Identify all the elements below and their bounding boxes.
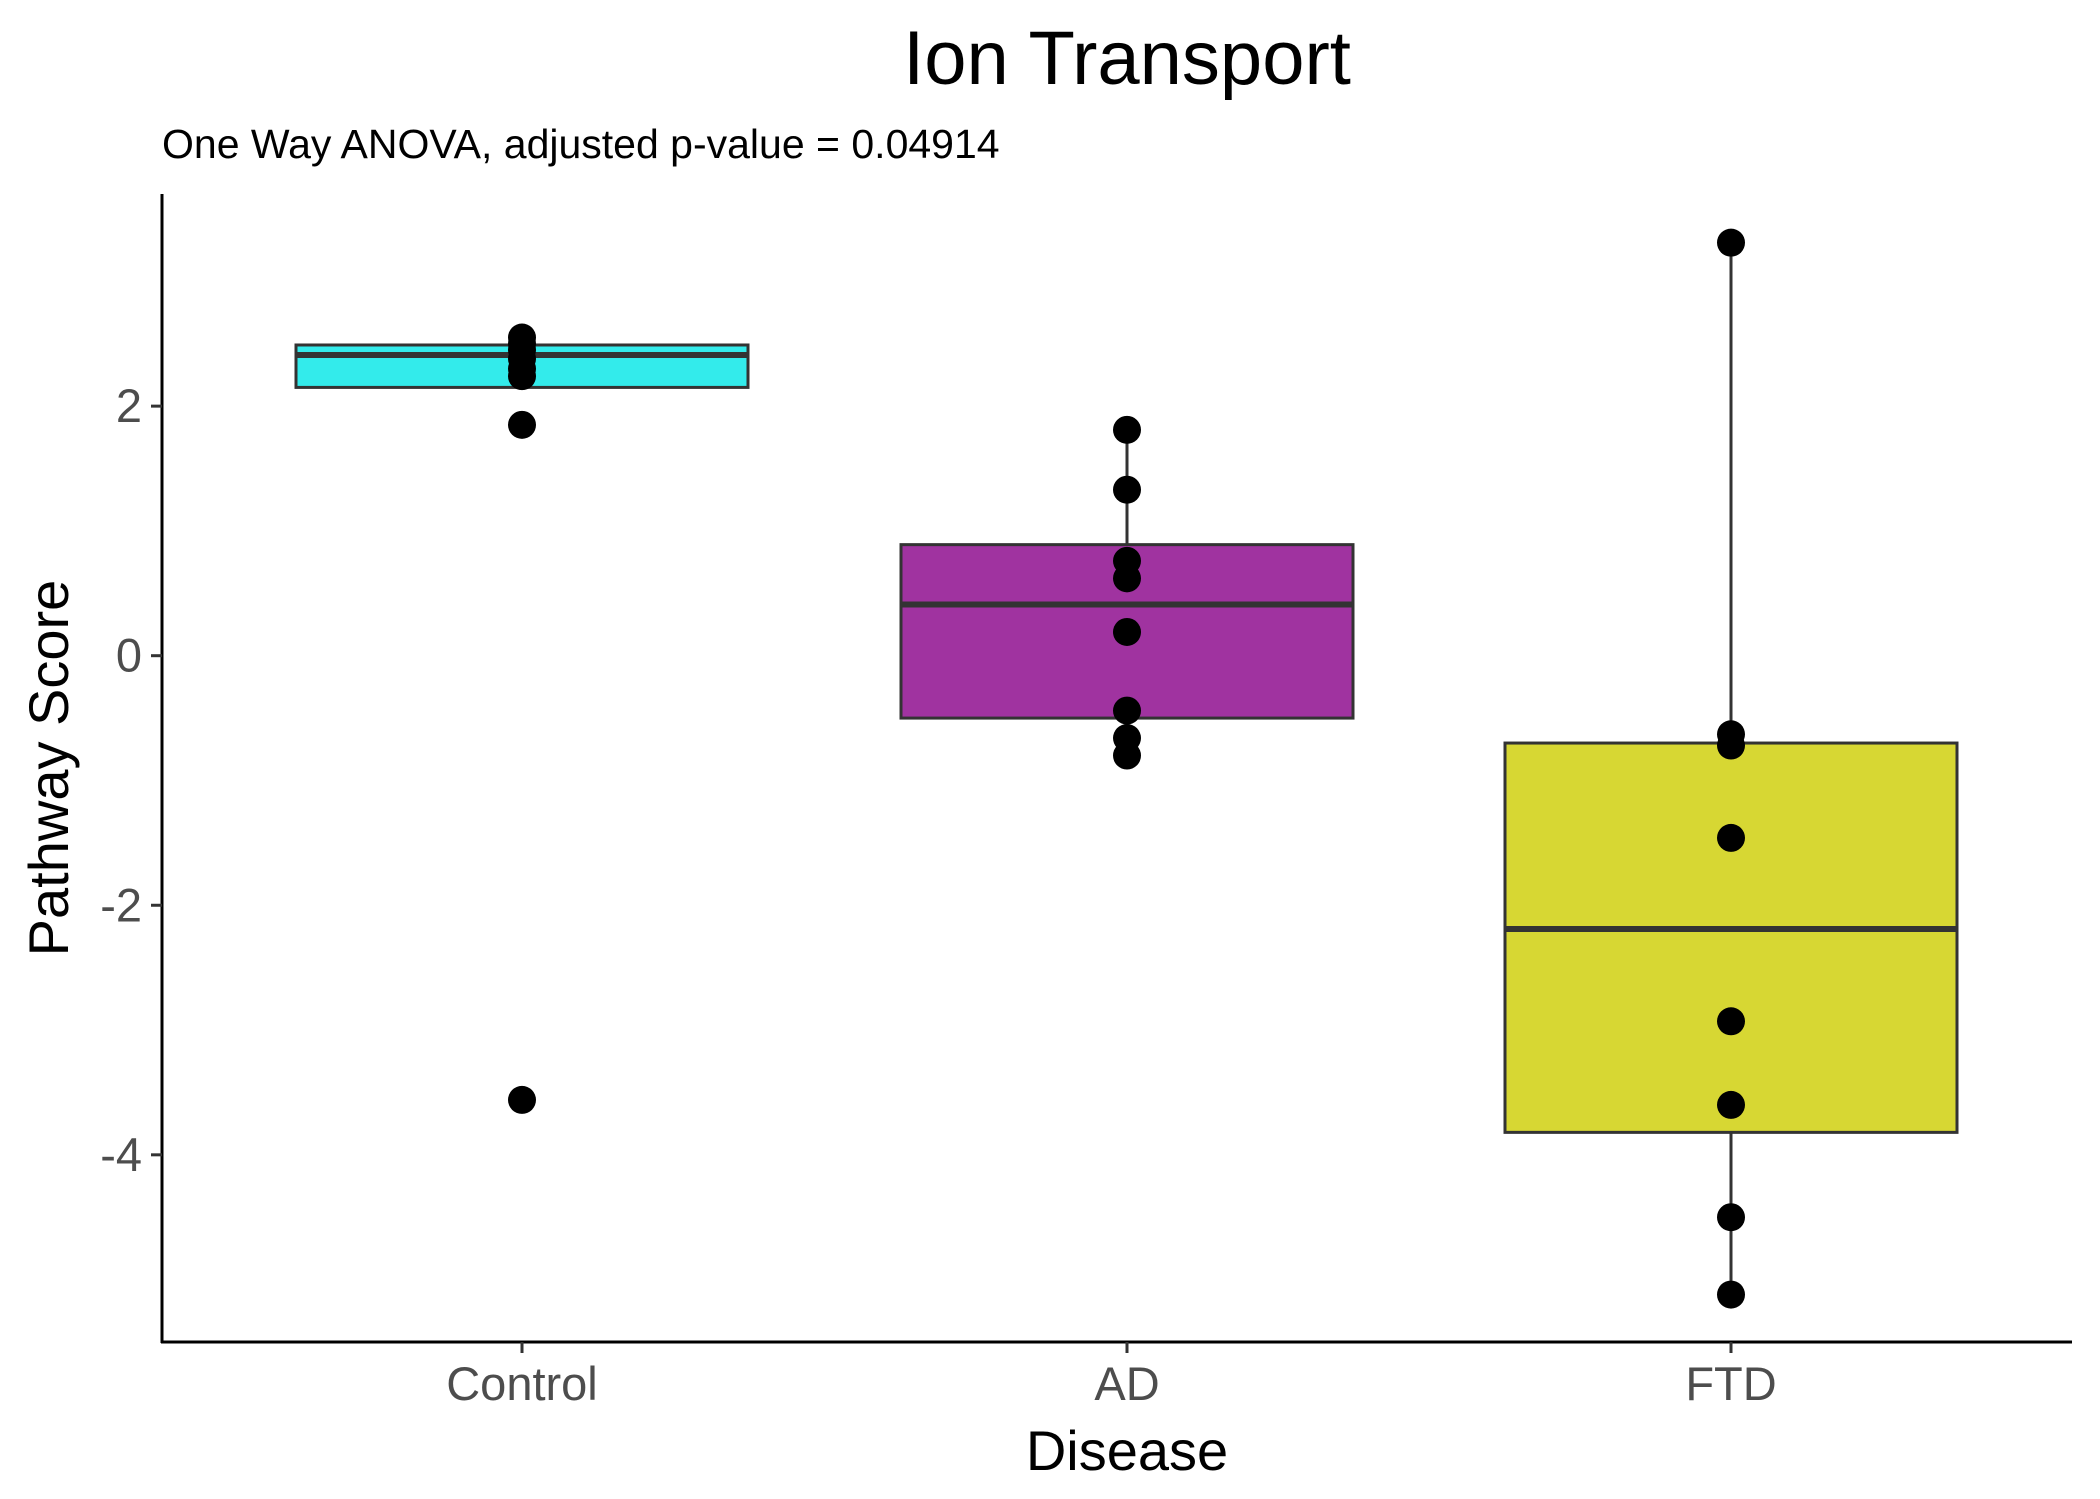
data-point (1113, 741, 1141, 770)
y-tick-label: 0 (116, 629, 142, 682)
plot-area (294, 228, 1959, 1309)
data-point (1717, 228, 1745, 257)
box-group-ftd (1503, 228, 1959, 1309)
data-point (508, 362, 536, 391)
y-axis-title: Pathway Score (17, 580, 80, 957)
data-point (1113, 696, 1141, 725)
data-point (1717, 731, 1745, 760)
y-tick-label: -4 (100, 1128, 142, 1181)
x-tick-label: AD (1094, 1357, 1159, 1410)
data-point (1717, 1203, 1745, 1232)
data-point (1113, 415, 1141, 444)
y-tick-label: 2 (116, 379, 142, 432)
y-tick-label: -2 (100, 878, 142, 931)
x-axis-title: Disease (1026, 1419, 1228, 1482)
data-point (1113, 564, 1141, 593)
data-point (1717, 823, 1745, 852)
data-point (1113, 617, 1141, 646)
data-point (1717, 1007, 1745, 1036)
data-point (1717, 1090, 1745, 1119)
data-point (1113, 475, 1141, 504)
box-group-ad (899, 415, 1355, 770)
box-group-control (294, 323, 750, 1114)
x-tick-label: Control (446, 1357, 598, 1410)
chart-subtitle: One Way ANOVA, adjusted p-value = 0.0491… (162, 121, 1000, 167)
x-axis: Control AD FTD (446, 1342, 1777, 1410)
data-point (1717, 1280, 1745, 1309)
data-point (508, 410, 536, 439)
data-point (508, 1085, 536, 1114)
chart-title: Ion Transport (903, 16, 1351, 101)
x-tick-label: FTD (1685, 1357, 1776, 1410)
box (1503, 741, 1959, 1134)
y-axis: -4 -2 0 2 (100, 379, 162, 1181)
